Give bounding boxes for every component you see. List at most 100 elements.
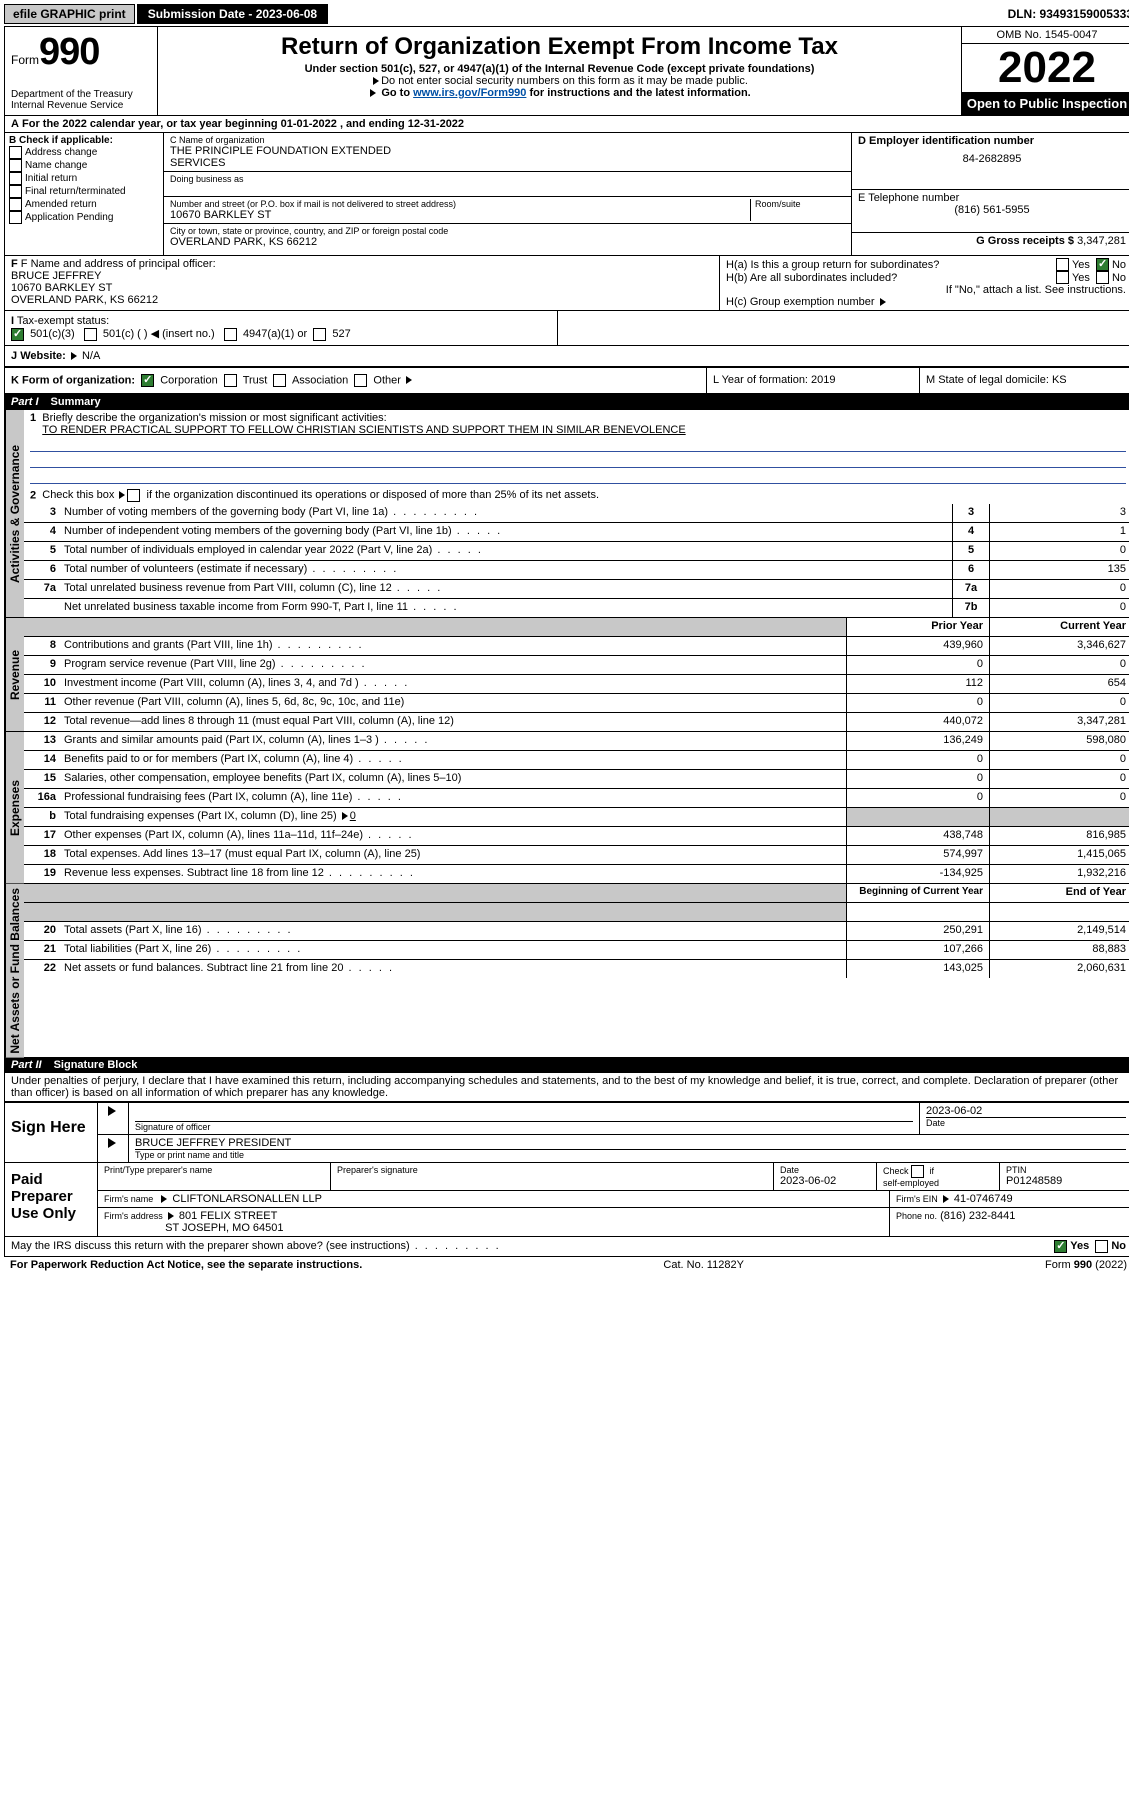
l2-desc: Check this box if the organization disco… — [42, 489, 599, 501]
org-name-1: THE PRINCIPLE FOUNDATION EXTENDED — [170, 145, 845, 157]
l8-curr: 3,346,627 — [989, 637, 1129, 655]
l19-desc: Revenue less expenses. Subtract line 18 … — [60, 865, 846, 883]
f-label: F Name and address of principal officer: — [21, 258, 216, 270]
l19-curr: 1,932,216 — [989, 865, 1129, 883]
d-ein-value: 84-2682895 — [858, 153, 1126, 165]
m-state: M State of legal domicile: KS — [919, 368, 1129, 393]
type-name-label: Type or print name and title — [135, 1149, 1126, 1160]
mission-text: TO RENDER PRACTICAL SUPPORT TO FELLOW CH… — [42, 424, 685, 436]
l22-curr: 2,060,631 — [989, 960, 1129, 978]
sig-date-label: Date — [926, 1117, 1126, 1128]
curr-hdr: Current Year — [989, 618, 1129, 636]
checkbox-527[interactable] — [313, 328, 326, 341]
arrow-icon — [108, 1106, 116, 1116]
checkbox-addr-change[interactable] — [9, 146, 22, 159]
addr-label: Number and street (or P.O. box if mail i… — [170, 199, 750, 209]
arrow-icon — [406, 376, 412, 384]
l7b-val: 0 — [989, 599, 1129, 617]
l9-desc: Program service revenue (Part VIII, line… — [60, 656, 846, 674]
officer-name-title: BRUCE JEFFREY PRESIDENT — [135, 1137, 1126, 1149]
l12-curr: 3,347,281 — [989, 713, 1129, 731]
checkbox-4947[interactable] — [224, 328, 237, 341]
l21-prior: 107,266 — [846, 941, 989, 959]
checkbox-may-yes[interactable] — [1054, 1240, 1067, 1253]
city-label: City or town, state or province, country… — [170, 226, 845, 236]
goto-pre: Go to — [381, 87, 413, 99]
firm-addr2: ST JOSEPH, MO 64501 — [165, 1222, 283, 1234]
l3-val: 3 — [989, 504, 1129, 522]
checkbox-corp[interactable] — [141, 374, 154, 387]
vert-expenses: Expenses — [5, 732, 24, 883]
checkbox-app-pending[interactable] — [9, 211, 22, 224]
l18-desc: Total expenses. Add lines 13–17 (must eq… — [60, 846, 846, 864]
l22-desc: Net assets or fund balances. Subtract li… — [60, 960, 846, 978]
form-title: Return of Organization Exempt From Incom… — [166, 33, 953, 61]
l13-prior: 136,249 — [846, 732, 989, 750]
open-public-badge: Open to Public Inspection — [962, 92, 1129, 115]
checkbox-501c3[interactable] — [11, 328, 24, 341]
officer-addr: 10670 BARKLEY ST — [11, 282, 713, 294]
l8-prior: 439,960 — [846, 637, 989, 655]
checkbox-hb-yes[interactable] — [1056, 271, 1069, 284]
l16a-prior: 0 — [846, 789, 989, 807]
section-b: B Check if applicable: Address change Na… — [5, 133, 164, 255]
i-label: Tax-exempt status: — [17, 315, 109, 327]
hc-label: H(c) Group exemption number — [726, 296, 875, 308]
firm-phone-label: Phone no. — [896, 1211, 937, 1221]
checkbox-final[interactable] — [9, 185, 22, 198]
may-discuss-text: May the IRS discuss this return with the… — [11, 1240, 1054, 1253]
irs-label: Internal Revenue Service — [11, 100, 151, 111]
l16a-desc: Professional fundraising fees (Part IX, … — [60, 789, 846, 807]
subtitle-1: Under section 501(c), 527, or 4947(a)(1)… — [166, 63, 953, 75]
checkbox-assoc[interactable] — [273, 374, 286, 387]
l21-curr: 88,883 — [989, 941, 1129, 959]
l21-desc: Total liabilities (Part X, line 26) — [60, 941, 846, 959]
pp-name-label: Print/Type preparer's name — [98, 1163, 331, 1190]
l7a-val: 0 — [989, 580, 1129, 598]
l15-desc: Salaries, other compensation, employee b… — [60, 770, 846, 788]
hb-note: If "No," attach a list. See instructions… — [726, 284, 1126, 296]
l13-desc: Grants and similar amounts paid (Part IX… — [60, 732, 846, 750]
instructions-link[interactable]: www.irs.gov/Form990 — [413, 87, 526, 99]
sign-here-label: Sign Here — [5, 1103, 98, 1162]
checkbox-initial[interactable] — [9, 172, 22, 185]
c-name-label: C Name of organization — [170, 135, 845, 145]
may-discuss-row: May the IRS discuss this return with the… — [4, 1237, 1129, 1257]
checkbox-selfemp[interactable] — [911, 1165, 924, 1178]
form-container: Form990 Department of the Treasury Inter… — [4, 26, 1129, 1103]
l20-prior: 250,291 — [846, 922, 989, 940]
firm-name: CLIFTONLARSONALLEN LLP — [172, 1193, 322, 1205]
room-label: Room/suite — [755, 199, 845, 209]
vert-revenue: Revenue — [5, 618, 24, 731]
vert-activities: Activities & Governance — [5, 410, 24, 617]
dba-label: Doing business as — [170, 174, 845, 184]
city-state-zip: OVERLAND PARK, KS 66212 — [170, 236, 845, 248]
checkbox-trust[interactable] — [224, 374, 237, 387]
l16a-curr: 0 — [989, 789, 1129, 807]
submission-date-btn[interactable]: Submission Date - 2023-06-08 — [137, 4, 328, 24]
efile-btn[interactable]: efile GRAPHIC print — [4, 4, 135, 24]
l20-desc: Total assets (Part X, line 16) — [60, 922, 846, 940]
checkbox-l2[interactable] — [127, 489, 140, 502]
g-gross-label: G Gross receipts $ — [976, 235, 1074, 247]
k-label: K Form of organization: — [11, 374, 135, 386]
b-header: B Check if applicable: — [9, 135, 159, 146]
officer-city: OVERLAND PARK, KS 66212 — [11, 294, 713, 306]
l9-prior: 0 — [846, 656, 989, 674]
checkbox-name-change[interactable] — [9, 159, 22, 172]
checkbox-other[interactable] — [354, 374, 367, 387]
l14-curr: 0 — [989, 751, 1129, 769]
paid-preparer-label: Paid Preparer Use Only — [5, 1163, 98, 1236]
checkbox-ha-yes[interactable] — [1056, 258, 1069, 271]
l19-prior: -134,925 — [846, 865, 989, 883]
dept-label: Department of the Treasury — [11, 89, 151, 100]
l15-prior: 0 — [846, 770, 989, 788]
arrow-icon — [943, 1195, 949, 1203]
checkbox-amended[interactable] — [9, 198, 22, 211]
checkbox-hb-no[interactable] — [1096, 271, 1109, 284]
checkbox-501c[interactable] — [84, 328, 97, 341]
checkbox-ha-no[interactable] — [1096, 258, 1109, 271]
arrow-icon — [108, 1138, 116, 1148]
top-bar: efile GRAPHIC print Submission Date - 20… — [4, 4, 1129, 24]
checkbox-may-no[interactable] — [1095, 1240, 1108, 1253]
